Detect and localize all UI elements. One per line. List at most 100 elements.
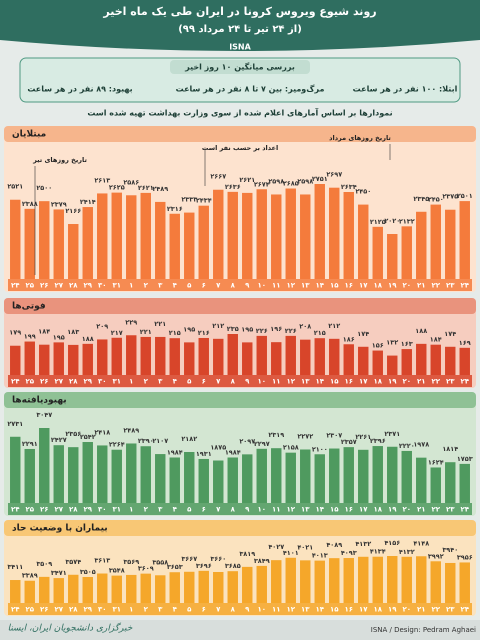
x-tick-label: ۲۲: [431, 506, 440, 514]
value-label: ۲۲۶۴: [109, 441, 125, 449]
bar: [184, 451, 195, 503]
value-label: ۱۶۳: [401, 340, 413, 348]
summary-title: بررسی میانگین ۱۰ روز اخیر: [184, 62, 295, 72]
value-label: ۳۵۴۸: [109, 567, 125, 575]
summary-item: ابتلا: ۱۰۰ نفر در هر ساعت: [353, 85, 458, 94]
bar: [227, 457, 238, 503]
value-label: ۲۲۲۰: [399, 442, 415, 450]
bar: [271, 560, 282, 603]
value-label: ۱۸۸: [82, 335, 94, 343]
panel-tab: [4, 392, 476, 408]
x-tick-label: ۸: [231, 606, 236, 614]
value-label: ۲۳۴۵: [413, 195, 429, 203]
x-tick-label: ۱۳: [301, 506, 310, 514]
value-label: ۳۶۵۳: [167, 563, 183, 571]
value-label: ۲۳۳۳: [181, 196, 197, 204]
note: نمودارها بر اساس آمارهای اعلام شده از سو…: [87, 108, 392, 119]
value-label: ۲۵۴۲: [80, 433, 96, 441]
bar: [111, 449, 122, 503]
panel-tab: [4, 298, 476, 314]
x-tick-label: ۱۳: [301, 282, 310, 290]
bar: [111, 575, 122, 603]
x-tick-label: ۲۷: [54, 606, 63, 614]
value-label: ۲۱۶۶: [65, 207, 81, 215]
x-tick-label: ۴: [173, 606, 178, 614]
bar: [82, 343, 93, 375]
bar: [213, 338, 224, 375]
x-tick-label: ۳: [158, 378, 163, 386]
value-label: ۲۰۹۷: [239, 437, 255, 445]
x-strip: [8, 375, 472, 387]
x-tick-label: ۱۸: [373, 378, 382, 386]
value-label: ۳۵۷۴: [65, 558, 81, 566]
value-label: ۱۹۶: [270, 325, 282, 333]
x-tick-label: ۱۷: [359, 606, 368, 614]
x-tick-label: ۹: [245, 606, 250, 614]
x-tick-label: ۹: [245, 506, 250, 514]
x-tick-label: ۱۱: [272, 506, 281, 514]
x-tick-label: ۲: [144, 606, 149, 614]
value-label: ۲۱۵۸: [283, 444, 299, 452]
value-label: ۲۲۹۷: [254, 440, 270, 448]
x-tick-label: ۸: [231, 506, 236, 514]
value-label: ۳۹۹۲: [428, 552, 444, 560]
bar: [343, 192, 354, 279]
header-band: [0, 0, 480, 51]
bar: [140, 573, 151, 603]
x-tick-label: ۱۶: [344, 282, 353, 290]
value-label: ۲۲۷۲: [297, 432, 313, 440]
x-tick-label: ۲۴: [460, 606, 469, 614]
x-tick-label: ۱۳: [301, 378, 310, 386]
x-tick-label: ۲۱: [417, 378, 426, 386]
x-tick-label: ۳۱: [112, 282, 121, 290]
value-label: ۲۰۹: [96, 322, 108, 330]
x-tick-label: ۱۳: [301, 606, 310, 614]
x-tick-label: ۲۶: [40, 606, 49, 614]
value-label: ۲۲۶: [256, 327, 268, 335]
bar: [445, 346, 456, 375]
value-label: ۴۰۲۷: [268, 543, 284, 551]
x-tick-label: ۱۰: [257, 282, 266, 290]
value-label: ۱۷۵۳: [457, 455, 473, 463]
x-tick-label: ۱۷: [359, 506, 368, 514]
value-label: ۳۹۴۰: [442, 546, 458, 554]
bar: [343, 447, 354, 503]
bar: [445, 562, 456, 603]
value-label: ۲۳۵۷: [341, 438, 357, 446]
x-tick-label: ۶: [202, 282, 206, 290]
bar: [39, 344, 50, 375]
value-label: ۲۳۱۹: [268, 431, 284, 439]
value-label: ۲۶۶۷: [210, 173, 226, 181]
title: روند شیوع ویروس کرونا در ایران طی یک ماه…: [102, 5, 376, 18]
value-label: ۱۹۸۴: [167, 448, 183, 456]
x-tick-label: ۶: [202, 606, 206, 614]
value-label: ۱۹۵: [183, 325, 195, 333]
panel: [4, 392, 476, 516]
bar: [10, 580, 21, 603]
x-tick-label: ۵: [187, 506, 192, 514]
value-label: ۲۶۱۳: [94, 176, 110, 184]
value-label: ۱۹۳۱: [196, 450, 212, 458]
value-label: ۱۷۴: [357, 330, 369, 338]
panel-title: بیماران با وضعیت حاد: [12, 524, 108, 534]
bar: [140, 192, 151, 279]
bar: [169, 457, 180, 503]
value-label: ۳۸۴۹: [254, 557, 270, 565]
bar: [198, 205, 209, 279]
bar: [300, 560, 311, 603]
value-label: ۳۶۱۳: [94, 557, 110, 565]
x-tick-label: ۲۷: [54, 282, 63, 290]
bar: [358, 556, 369, 603]
summary-item: بهبود: ۸۹ نفر در هر ساعت: [27, 85, 132, 94]
value-label: ۱۸۸: [415, 327, 427, 335]
bar: [10, 345, 21, 375]
value-label: ۴۰۸۹: [326, 541, 342, 549]
x-tick-label: ۲۴: [11, 506, 20, 514]
x-tick-label: ۱۶: [344, 378, 353, 386]
x-tick-label: ۲۵: [25, 282, 34, 290]
x-tick-label: ۸: [231, 378, 236, 386]
x-tick-label: ۲۲: [431, 378, 440, 386]
bar: [285, 452, 296, 503]
value-label: ۲۵۹۸: [268, 177, 284, 185]
bar: [111, 192, 122, 279]
